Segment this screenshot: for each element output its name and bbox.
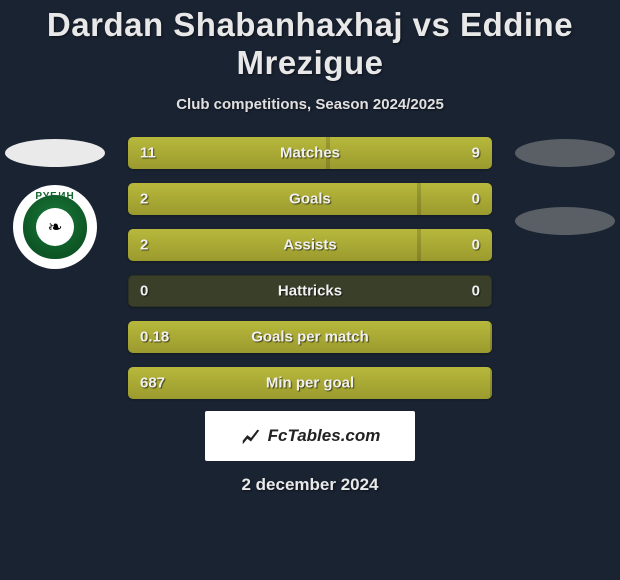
bar-fill-right	[419, 183, 492, 215]
right-column	[510, 137, 620, 235]
stat-label: Hattricks	[278, 283, 342, 300]
branding-text: FcTables.com	[268, 426, 381, 446]
stat-value-left: 0	[140, 283, 148, 300]
stat-value-left: 2	[140, 237, 148, 254]
stat-value-right: 9	[472, 145, 480, 162]
stat-value-left: 0.18	[140, 329, 169, 346]
stat-bar: 11 Matches 9	[128, 137, 492, 169]
stat-value-right: 0	[472, 237, 480, 254]
date: 2 december 2024	[241, 475, 378, 495]
chart-icon	[240, 425, 262, 447]
stat-value-right: 0	[472, 283, 480, 300]
left-player-silhouette	[5, 139, 105, 167]
stat-bar: 2 Goals 0	[128, 183, 492, 215]
stat-value-left: 2	[140, 191, 148, 208]
stat-value-left: 11	[140, 145, 156, 162]
branding-badge: FcTables.com	[205, 411, 415, 461]
badge-inner-icon: ❧	[36, 208, 74, 246]
bar-fill-right	[419, 229, 492, 261]
subtitle: Club competitions, Season 2024/2025	[176, 96, 444, 113]
page-title: Dardan Shabanhaxhaj vs Eddine Mrezigue	[0, 6, 620, 82]
content-row: РУБИН ❧ 11 Matches 9 2 Goals 0 2 Assists 0 0 Hattr…	[0, 137, 620, 399]
stat-label: Min per goal	[266, 375, 354, 392]
stat-bar: 0 Hattricks 0	[128, 275, 492, 307]
stat-bar: 2 Assists 0	[128, 229, 492, 261]
right-club-silhouette	[515, 207, 615, 235]
stat-label: Assists	[283, 237, 336, 254]
left-club-badge: РУБИН ❧	[13, 185, 97, 269]
comparison-infographic: Dardan Shabanhaxhaj vs Eddine Mrezigue C…	[0, 0, 620, 580]
stat-bars: 11 Matches 9 2 Goals 0 2 Assists 0 0 Hattricks 0 0.1…	[110, 137, 510, 399]
stat-label: Goals per match	[251, 329, 369, 346]
stat-label: Matches	[280, 145, 340, 162]
right-player-silhouette	[515, 139, 615, 167]
bar-fill-right	[328, 137, 492, 169]
bar-fill-left	[128, 229, 419, 261]
shield-icon: ❧	[23, 195, 87, 259]
stat-value-left: 687	[140, 375, 165, 392]
stat-value-right: 0	[472, 191, 480, 208]
left-column: РУБИН ❧	[0, 137, 110, 269]
stat-bar: 0.18 Goals per match	[128, 321, 492, 353]
bar-fill-left	[128, 183, 419, 215]
stat-bar: 687 Min per goal	[128, 367, 492, 399]
stat-label: Goals	[289, 191, 331, 208]
